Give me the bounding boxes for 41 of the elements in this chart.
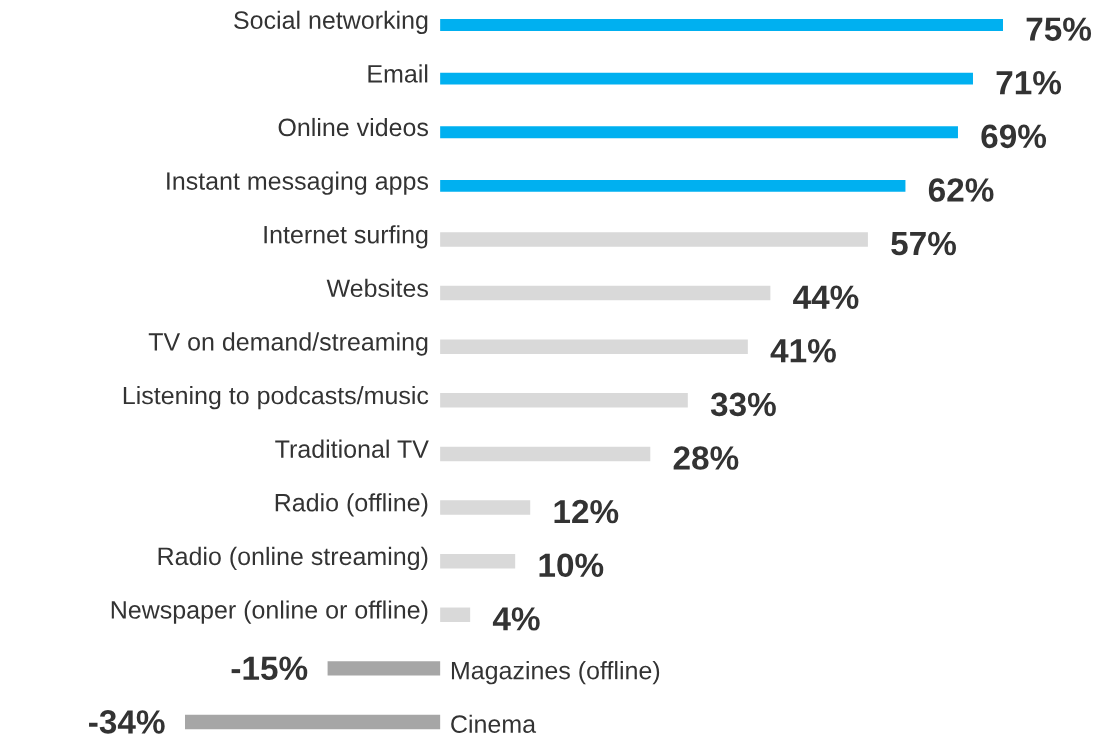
data-label: 12% [554, 499, 619, 524]
data-label: 28% [673, 446, 739, 470]
bar [440, 500, 531, 515]
bar [440, 393, 688, 408]
y-tick-label: Instant messaging apps [167, 171, 429, 195]
y-tick-label: Email [368, 64, 428, 83]
y-tick-label: Online videos [278, 117, 429, 137]
bar [440, 285, 771, 301]
bar [440, 126, 958, 139]
bar [440, 446, 651, 462]
bar [440, 72, 973, 85]
bar [440, 339, 748, 354]
data-label: 62% [928, 178, 994, 202]
data-label: 4% [492, 607, 540, 631]
bar [440, 232, 868, 247]
y-tick-label: Newspaper (online or offline) [111, 600, 428, 624]
data-label: 57% [891, 231, 956, 256]
y-tick-label: TV on demand/streaming [148, 332, 428, 356]
data-label: -15% [231, 656, 308, 681]
data-label: 69% [981, 124, 1047, 149]
y-tick-label: Radio (offline) [275, 493, 428, 517]
data-label: -34% [89, 710, 165, 734]
data-label: 33% [710, 392, 776, 417]
data-label: 44% [793, 285, 859, 309]
y-tick-label: Listening to podcasts/music [123, 385, 429, 410]
data-label: 41% [770, 339, 836, 363]
bar [185, 714, 441, 730]
data-label: 10% [539, 553, 604, 578]
bar [440, 179, 906, 192]
y-tick-label: Traditional TV [275, 439, 429, 458]
y-tick-label: Social networking [234, 10, 428, 34]
y-tick-label: Internet surfing [264, 225, 428, 249]
y-tick-label: Websites [326, 278, 428, 298]
y-tick-label: Magazines (offline) [451, 661, 660, 685]
bar [440, 553, 516, 569]
y-tick-label: Cinema [451, 714, 537, 733]
data-label: 75% [1026, 17, 1092, 41]
bar [327, 661, 441, 676]
bar [440, 607, 471, 622]
y-tick-label: Radio (online streaming) [158, 546, 428, 571]
data-label: 71% [996, 70, 1062, 95]
